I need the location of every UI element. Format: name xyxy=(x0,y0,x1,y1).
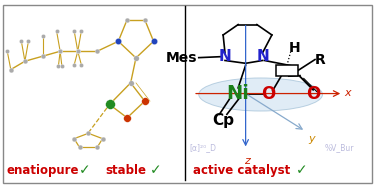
Text: R: R xyxy=(315,53,326,67)
Text: ✓: ✓ xyxy=(296,163,307,177)
Text: y: y xyxy=(309,134,315,144)
Text: stable: stable xyxy=(105,164,146,177)
Text: enatiopure: enatiopure xyxy=(7,164,80,177)
FancyBboxPatch shape xyxy=(276,65,298,76)
Text: ✓: ✓ xyxy=(79,163,90,177)
Text: H: H xyxy=(289,41,300,55)
Text: N: N xyxy=(256,49,269,64)
Text: ✓: ✓ xyxy=(150,163,161,177)
Text: %V_Bur: %V_Bur xyxy=(324,143,354,152)
Text: [α]²⁰_D: [α]²⁰_D xyxy=(189,143,216,152)
FancyBboxPatch shape xyxy=(3,5,372,183)
Text: Ni: Ni xyxy=(226,84,250,103)
Text: N: N xyxy=(219,49,231,64)
Text: O: O xyxy=(306,84,320,103)
Text: Cp: Cp xyxy=(212,113,234,129)
Text: x: x xyxy=(344,88,351,98)
Ellipse shape xyxy=(199,78,322,111)
Text: O: O xyxy=(261,84,275,103)
Text: Mes: Mes xyxy=(165,51,197,65)
Text: z: z xyxy=(244,156,250,166)
Text: active catalyst: active catalyst xyxy=(193,164,291,177)
